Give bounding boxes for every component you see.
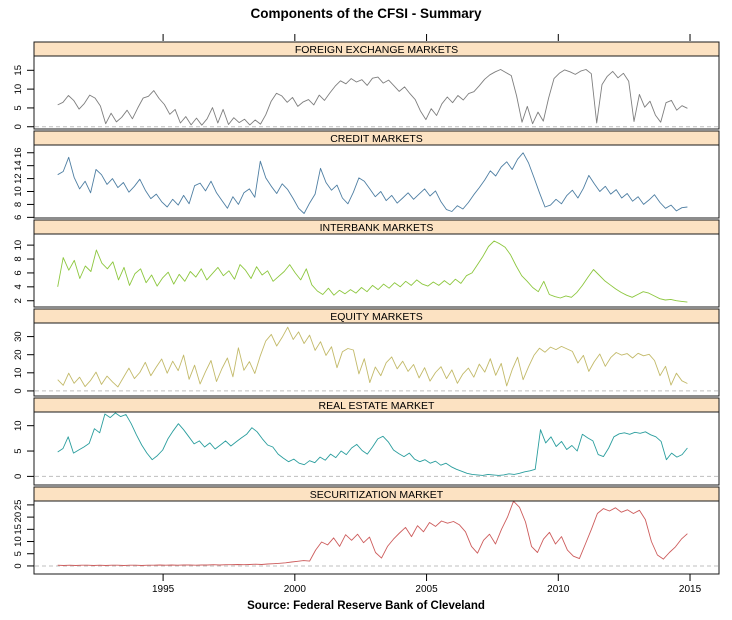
y-axis-tick-label: 15 (13, 524, 24, 535)
series-line-real-estate-market (57, 412, 688, 476)
y-axis-tick-label: 4 (13, 284, 24, 289)
y-axis-tick-label: 8 (13, 256, 24, 261)
y-axis-tick-label: 10 (13, 186, 24, 197)
y-axis-tick-label: 6 (13, 215, 24, 220)
panel-strip-label: EQUITY MARKETS (330, 311, 423, 323)
series-line-foreign-exchange-markets (57, 69, 688, 126)
y-axis-tick-label: 0 (13, 388, 24, 393)
y-axis-tick-label: 5 (13, 448, 24, 453)
chart-source-caption: Source: Federal Reserve Bank of Clevelan… (247, 600, 485, 612)
y-axis-tick-label: 2 (13, 298, 24, 303)
series-line-securitization-market (57, 501, 688, 566)
x-axis-tick-label: 1995 (152, 584, 175, 595)
y-axis-tick-label: 16 (13, 147, 24, 158)
panel-4: EQUITY MARKETS 0 10 20 30 (13, 308, 720, 397)
y-axis-tick-label: 20 (13, 512, 24, 523)
y-axis-tick-label: 10 (13, 536, 24, 547)
y-axis-tick-label: 10 (13, 240, 24, 251)
y-axis-tick-label: 5 (13, 551, 24, 556)
panel-1: FOREIGN EXCHANGE MARKETS 0 5 10 15 (13, 41, 720, 130)
y-axis-tick-label: 15 (13, 65, 24, 76)
y-axis-tick-label: 5 (13, 105, 24, 110)
panel-5: REAL ESTATE MARKET 0 5 10 (13, 397, 720, 486)
panel-plot-area (33, 322, 720, 397)
panel-plot-area (33, 233, 720, 308)
y-axis-tick-label: 20 (13, 349, 24, 360)
x-axis-tick-label: 2015 (679, 584, 702, 595)
y-axis-tick-label: 12 (13, 173, 24, 184)
y-axis-tick-label: 0 (13, 563, 24, 568)
chart-title: Components of the CFSI - Summary (250, 6, 482, 21)
panel-plot-area (33, 144, 720, 219)
panel-strip-label: INTERBANK MARKETS (320, 222, 434, 234)
y-axis-tick-label: 0 (13, 474, 24, 479)
y-axis-tick-label: 0 (13, 124, 24, 129)
y-axis-tick-label: 30 (13, 331, 24, 342)
series-line-interbank-markets (57, 240, 688, 303)
y-axis-tick-label: 10 (13, 368, 24, 379)
x-axis-tick-label: 2005 (415, 584, 438, 595)
y-axis-tick-label: 25 (13, 500, 24, 511)
panel-strip-label: CREDIT MARKETS (330, 133, 423, 145)
y-axis-tick-label: 14 (13, 160, 24, 171)
y-axis-tick-label: 6 (13, 270, 24, 275)
panel-plot-area (33, 411, 720, 486)
panel-strip-label: SECURITIZATION MARKET (310, 489, 444, 501)
x-axis-tick-label: 2010 (547, 584, 570, 595)
y-axis-tick-label: 10 (13, 84, 24, 95)
series-line-credit-markets (57, 152, 688, 214)
series-line-equity-markets (57, 326, 688, 388)
panel-2: CREDIT MARKETS 6 8 10 12 14 16 (13, 130, 720, 220)
panel-3: INTERBANK MARKETS 2 4 6 8 10 (13, 219, 720, 308)
panel-plot-area (33, 500, 720, 575)
y-axis-tick-label: 8 (13, 202, 24, 207)
panel-strip-label: FOREIGN EXCHANGE MARKETS (295, 44, 458, 56)
x-axis-tick-label: 2000 (284, 584, 307, 595)
panel-strip-label: REAL ESTATE MARKET (319, 400, 435, 412)
panel-plot-area (33, 55, 720, 130)
y-axis-tick-label: 10 (13, 420, 24, 431)
